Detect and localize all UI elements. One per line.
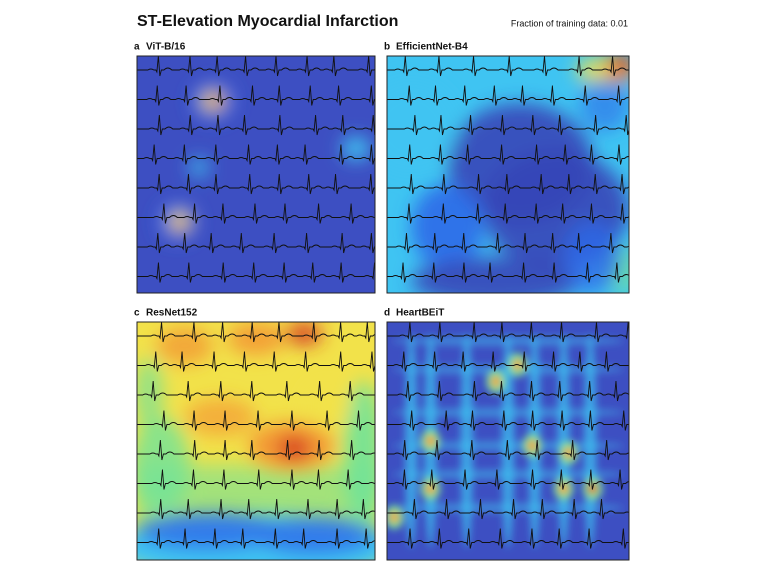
panel-border bbox=[136, 321, 376, 561]
heat-blob bbox=[580, 74, 629, 132]
ecg-trace bbox=[387, 203, 629, 224]
heat-blob bbox=[277, 436, 311, 461]
heatmap-blobs bbox=[158, 82, 371, 241]
ecg-trace bbox=[387, 144, 629, 165]
ecg-trace bbox=[137, 173, 375, 195]
heat-blob bbox=[303, 381, 352, 430]
heat-blob bbox=[391, 469, 625, 480]
ecg-trace bbox=[387, 85, 629, 106]
heat-blob bbox=[175, 219, 185, 230]
ecg-trace bbox=[137, 410, 375, 431]
panel-border bbox=[386, 55, 630, 294]
panel-border bbox=[386, 321, 630, 561]
heat-blob bbox=[189, 157, 209, 177]
heat-blob bbox=[209, 95, 222, 107]
heat-blob bbox=[501, 333, 515, 549]
ecg-trace bbox=[137, 203, 375, 224]
ecg-trace bbox=[137, 56, 375, 77]
heat-blob bbox=[391, 502, 625, 513]
heatmap-panel bbox=[387, 322, 629, 560]
ecg-trace bbox=[387, 56, 629, 77]
panel-label: ResNet152 bbox=[146, 308, 198, 319]
heat-blob bbox=[527, 439, 538, 452]
ecg-trace bbox=[387, 173, 629, 195]
panel-border bbox=[136, 55, 376, 294]
heat-blob bbox=[411, 257, 581, 293]
heatmap-blobs bbox=[387, 56, 629, 293]
ecg-trace bbox=[137, 262, 375, 283]
panel-label: EfficientNet-B4 bbox=[396, 42, 468, 53]
ecg-trace bbox=[387, 232, 629, 254]
ecg-trace bbox=[137, 144, 375, 165]
panel-label: ViT-B/16 bbox=[146, 42, 186, 53]
ecg-trace bbox=[137, 351, 375, 372]
heat-blob bbox=[391, 407, 625, 418]
heat-blob bbox=[411, 183, 484, 270]
heat-blob bbox=[184, 398, 256, 437]
ecg-trace bbox=[137, 232, 375, 254]
panel-letter: d bbox=[384, 308, 390, 319]
ecg-trace bbox=[387, 498, 629, 520]
ecg-trace bbox=[137, 469, 375, 490]
ecg-trace bbox=[137, 85, 375, 106]
heat-blob bbox=[491, 375, 501, 388]
ecg-trace bbox=[387, 262, 629, 283]
ecg-trace bbox=[137, 528, 375, 549]
ecg-trace bbox=[387, 380, 629, 402]
heatmap-panel bbox=[137, 322, 375, 560]
heat-blob bbox=[341, 136, 371, 161]
heat-blob bbox=[460, 333, 473, 549]
panel-letter: b bbox=[384, 42, 390, 53]
ecg-trace bbox=[387, 322, 629, 343]
ecg-trace bbox=[387, 439, 629, 461]
ecg-trace bbox=[387, 528, 629, 549]
heatmap-panel bbox=[387, 56, 629, 293]
heat-blob bbox=[156, 326, 214, 365]
ecg-trace bbox=[137, 322, 375, 343]
ecg-trace bbox=[137, 380, 375, 402]
figure-title: ST-Elevation Myocardial Infarction bbox=[137, 13, 398, 30]
ecg-trace bbox=[387, 114, 629, 136]
heat-blob bbox=[137, 357, 164, 430]
panel-letter: c bbox=[134, 308, 140, 319]
heat-blob bbox=[425, 435, 436, 447]
heat-blob bbox=[563, 221, 622, 293]
ecg-trace bbox=[137, 439, 375, 461]
ecg-trace bbox=[387, 469, 629, 490]
heatmap-panel bbox=[137, 56, 375, 293]
heat-blob bbox=[137, 417, 190, 513]
heat-blob bbox=[227, 322, 285, 356]
ecg-trace bbox=[387, 351, 629, 372]
heat-blob bbox=[584, 333, 597, 549]
heat-blob bbox=[391, 336, 625, 346]
panel-letter: a bbox=[134, 42, 140, 53]
ecg-trace bbox=[137, 498, 375, 520]
figure-subtitle: Fraction of training data: 0.01 bbox=[511, 18, 628, 28]
heat-blob bbox=[389, 511, 400, 524]
heat-blob bbox=[558, 482, 569, 495]
ecg-trace bbox=[137, 114, 375, 136]
heat-blob bbox=[391, 364, 625, 375]
panel-label: HeartBEiT bbox=[396, 308, 444, 319]
ecg-trace bbox=[387, 410, 629, 431]
heat-blob bbox=[256, 517, 375, 556]
heat-blob bbox=[344, 381, 375, 525]
